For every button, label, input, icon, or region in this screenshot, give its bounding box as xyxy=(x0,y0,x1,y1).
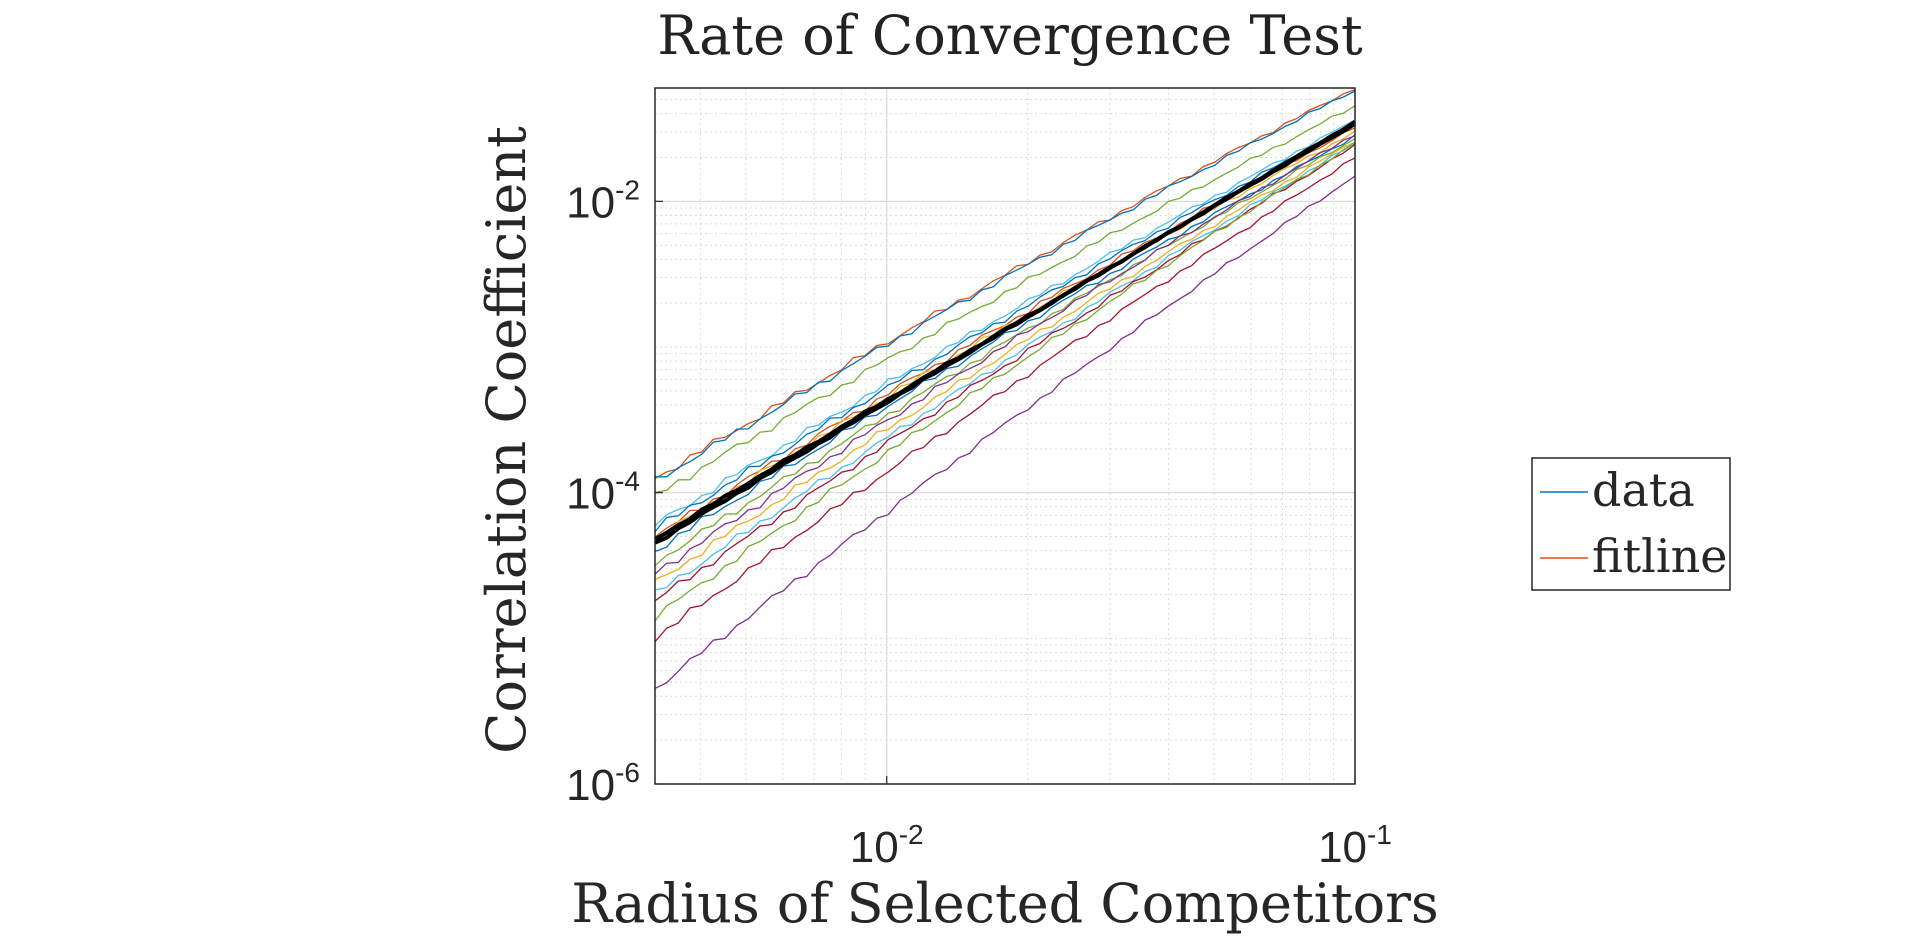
data-series xyxy=(654,89,1357,689)
data-series-line xyxy=(654,89,1356,480)
legend-box xyxy=(1531,457,1731,591)
data-series-line xyxy=(654,142,1356,591)
y-axis-label: Correlation Coefficient xyxy=(475,126,538,754)
x-axis-label: Radius of Selected Competitors xyxy=(571,872,1438,935)
legend: data fitline xyxy=(1531,457,1731,591)
data-series-line xyxy=(654,142,1356,622)
y-tick-label: 10-2 xyxy=(566,174,640,227)
data-series-line xyxy=(654,143,1356,602)
legend-label-data: data xyxy=(1592,463,1695,517)
grid xyxy=(655,87,1356,785)
data-series-line xyxy=(655,90,1356,478)
data-series-line xyxy=(654,123,1356,533)
data-series-line xyxy=(654,175,1356,689)
chart-title: Rate of Convergence Test xyxy=(657,4,1363,67)
y-tick-label: 10-4 xyxy=(566,466,640,519)
plot-area-frame xyxy=(654,87,1356,785)
legend-label-fitline: fitline xyxy=(1592,529,1727,583)
data-series-line xyxy=(654,130,1356,539)
y-axis-ticks: 10-6 10-4 10-2 xyxy=(566,174,663,810)
y-tick-label: 10-6 xyxy=(566,757,640,810)
fit-line xyxy=(654,122,1357,542)
x-tick-label: 10-1 xyxy=(1318,819,1392,872)
data-series-line xyxy=(654,105,1356,494)
x-axis-ticks: 10-2 10-1 xyxy=(850,776,1392,872)
data-series-line xyxy=(654,135,1356,575)
data-series-line xyxy=(654,141,1356,580)
data-series-line xyxy=(654,134,1356,553)
x-tick-label: 10-2 xyxy=(850,819,924,872)
data-series-line xyxy=(654,138,1356,567)
data-series-line xyxy=(654,157,1356,643)
